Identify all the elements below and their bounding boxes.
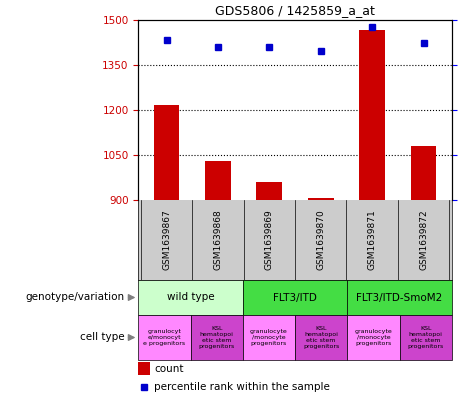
Bar	[347, 280, 452, 315]
Text: GSM1639869: GSM1639869	[265, 209, 274, 270]
Bar	[138, 362, 150, 375]
Text: percentile rank within the sample: percentile rank within the sample	[154, 382, 331, 392]
Text: GSM1639867: GSM1639867	[162, 209, 171, 270]
Text: KSL
hematopoi
etic stem
progenitors: KSL hematopoi etic stem progenitors	[303, 326, 339, 349]
Bar	[359, 31, 385, 200]
Text: GSM1639872: GSM1639872	[419, 210, 428, 270]
Bar	[205, 161, 231, 200]
Text: KSL
hematopoi
etic stem
progenitors: KSL hematopoi etic stem progenitors	[199, 326, 235, 349]
Text: FLT3/ITD-SmoM2: FLT3/ITD-SmoM2	[356, 292, 443, 303]
Text: GSM1639868: GSM1639868	[213, 209, 223, 270]
Bar	[308, 198, 334, 200]
Bar	[295, 315, 347, 360]
Text: granulocyt
e/monocyt
e progenitors: granulocyt e/monocyt e progenitors	[143, 329, 185, 346]
Text: GSM1639870: GSM1639870	[316, 209, 325, 270]
Bar	[138, 315, 190, 360]
Text: genotype/variation: genotype/variation	[25, 292, 124, 303]
Text: count: count	[154, 364, 184, 374]
Text: granulocyte
/monocyte
progenitors: granulocyte /monocyte progenitors	[355, 329, 392, 346]
Text: cell type: cell type	[80, 332, 124, 343]
Bar	[256, 182, 282, 200]
Bar	[243, 315, 295, 360]
Text: KSL
hematopoi
etic stem
progenitors: KSL hematopoi etic stem progenitors	[408, 326, 444, 349]
Bar	[138, 280, 243, 315]
Bar	[243, 280, 347, 315]
Text: GSM1639871: GSM1639871	[367, 209, 377, 270]
Text: granulocyte
/monocyte
progenitors: granulocyte /monocyte progenitors	[250, 329, 288, 346]
Text: FLT3/ITD: FLT3/ITD	[273, 292, 317, 303]
Bar	[190, 315, 243, 360]
Bar	[154, 105, 179, 200]
Title: GDS5806 / 1425859_a_at: GDS5806 / 1425859_a_at	[215, 4, 375, 17]
Bar	[400, 315, 452, 360]
Bar	[347, 315, 400, 360]
Text: wild type: wild type	[167, 292, 214, 303]
Bar	[411, 146, 437, 200]
